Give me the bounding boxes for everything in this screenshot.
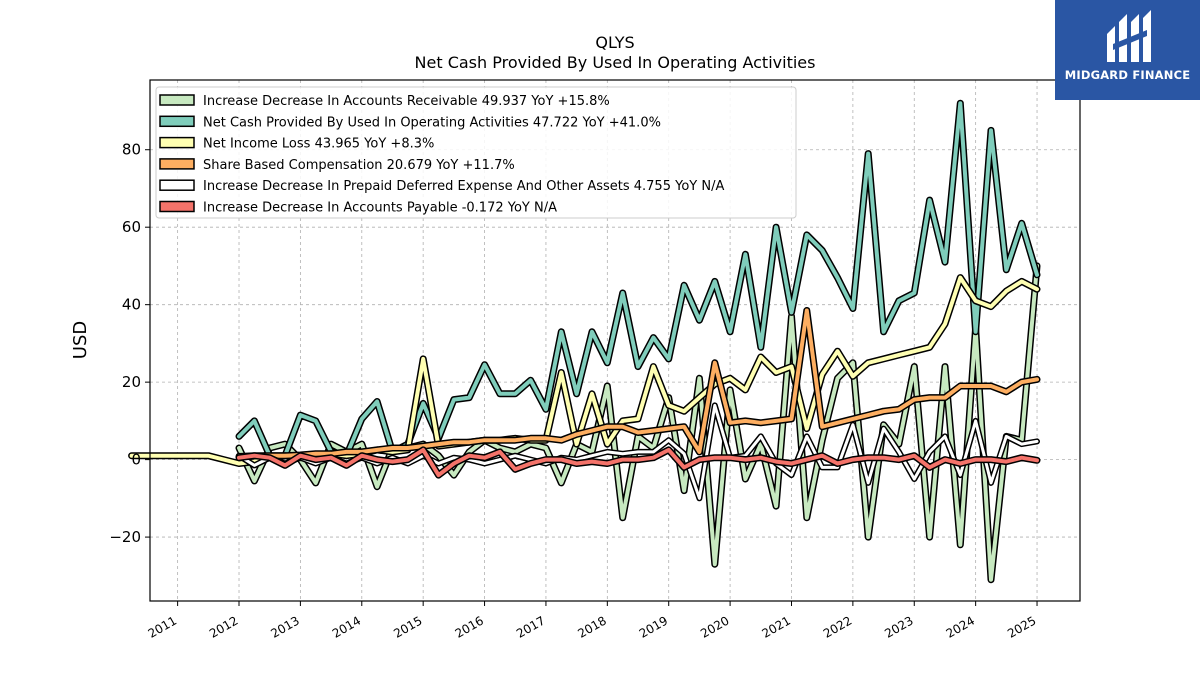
legend-swatch (159, 179, 195, 191)
legend-swatch (159, 158, 195, 170)
logo-text: MIDGARD FINANCE (1064, 68, 1191, 82)
y-tick-label: −20 (109, 528, 141, 546)
x-tick-label: 2013 (268, 613, 301, 640)
x-tick-label: 2023 (882, 613, 915, 640)
legend-swatch (159, 200, 195, 213)
legend-swatch (159, 115, 195, 128)
chart-subtitle: Net Cash Provided By Used In Operating A… (415, 53, 816, 72)
logo-mark-icon (1107, 10, 1151, 62)
x-tick-label: 2022 (821, 613, 854, 640)
x-tick-label: 2012 (207, 613, 240, 640)
legend-entry: Increase Decrease In Prepaid Deferred Ex… (203, 179, 724, 194)
y-tick-label: 80 (122, 141, 141, 159)
series-line-3 (237, 308, 1039, 459)
chart-title: QLYS (595, 33, 634, 52)
series-lines (128, 99, 1041, 584)
plot-frame (149, 79, 1081, 602)
y-tick-label: 20 (122, 373, 141, 391)
plot-area: 2011 2012 2013 2014 2015 2016 2017 2018 2019 2020… (109, 79, 1081, 641)
series-line-0 (237, 263, 1039, 582)
legend-box (155, 86, 797, 219)
legend-entry: Net Income Loss 43.965 YoY +8.3% (203, 137, 434, 152)
legend-entry: Increase Decrease In Accounts Receivable… (203, 94, 610, 109)
legend-entry: Net Cash Provided By Used In Operating A… (203, 115, 661, 130)
x-tick-label: 2019 (637, 613, 670, 640)
x-tick-label: 2015 (391, 613, 424, 640)
y-tick-label: 40 (122, 296, 141, 314)
x-tick-label: 2017 (514, 613, 547, 640)
x-tick-label: 2025 (1005, 613, 1038, 640)
x-tick-label: 2011 (146, 613, 179, 640)
legend-swatch (159, 136, 195, 149)
y-tick-label: 0 (131, 451, 141, 469)
legend-entry: Increase Decrease In Accounts Payable -0… (203, 201, 557, 216)
series-line-5 (237, 447, 1039, 478)
legend-entry: Share Based Compensation 20.679 YoY +11.… (203, 158, 515, 173)
series-line-1 (237, 101, 1039, 458)
x-tick-label: 2020 (698, 613, 731, 640)
x-tick-label: 2014 (330, 613, 363, 640)
x-tick-label: 2021 (760, 613, 793, 640)
x-tick-label: 2024 (944, 613, 977, 640)
y-axis-label: USD (70, 321, 91, 359)
x-tick-label: 2016 (453, 613, 486, 640)
legend-swatch (159, 94, 195, 106)
legend: Increase Decrease In Accounts Receivable… (155, 86, 797, 219)
y-tick-label: 60 (122, 218, 141, 236)
x-tick-label: 2018 (575, 613, 608, 640)
midgard-finance-logo: MIDGARD FINANCE (1055, 0, 1200, 100)
